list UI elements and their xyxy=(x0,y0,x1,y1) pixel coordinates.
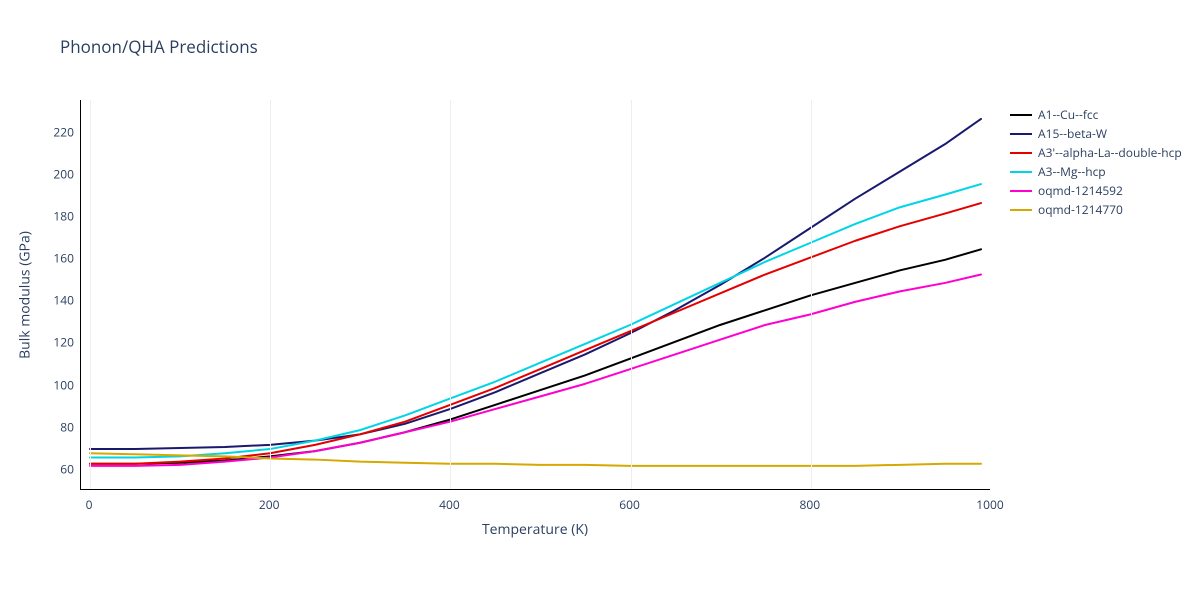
legend-label: oqmd-1214592 xyxy=(1038,182,1123,199)
lines-layer xyxy=(81,100,990,489)
series-line[interactable] xyxy=(90,119,981,449)
y-tick-label: 120 xyxy=(50,334,74,351)
legend-label: A3--Mg--hcp xyxy=(1038,163,1106,180)
gridline-vertical xyxy=(90,100,91,489)
x-axis-label: Temperature (K) xyxy=(482,520,588,539)
legend-swatch xyxy=(1010,171,1032,173)
legend-item[interactable]: oqmd-1214592 xyxy=(1010,181,1182,200)
y-tick-label: 80 xyxy=(50,418,74,435)
series-line[interactable] xyxy=(90,249,981,463)
y-tick-label: 200 xyxy=(50,165,74,182)
y-tick-label: 60 xyxy=(50,460,74,477)
gridline-vertical xyxy=(811,100,812,489)
legend-item[interactable]: A1--Cu--fcc xyxy=(1010,105,1182,124)
y-tick-label: 160 xyxy=(50,250,74,267)
chart-title: Phonon/QHA Predictions xyxy=(60,35,258,58)
x-tick-label: 600 xyxy=(619,496,640,513)
legend-swatch xyxy=(1010,152,1032,154)
series-line[interactable] xyxy=(90,203,981,464)
x-tick-label: 200 xyxy=(259,496,280,513)
legend-swatch xyxy=(1010,133,1032,135)
y-tick-label: 180 xyxy=(50,207,74,224)
legend: A1--Cu--fcc A15--beta-W A3'--alpha-La--dou… xyxy=(1010,105,1182,219)
gridline-vertical xyxy=(631,100,632,489)
y-axis-label: Bulk modulus (GPa) xyxy=(16,231,35,359)
gridline-vertical xyxy=(450,100,451,489)
x-tick-label: 1000 xyxy=(976,496,1003,513)
legend-item[interactable]: A15--beta-W xyxy=(1010,124,1182,143)
legend-item[interactable]: A3--Mg--hcp xyxy=(1010,162,1182,181)
legend-label: A15--beta-W xyxy=(1038,125,1107,142)
y-tick-label: 220 xyxy=(50,123,74,140)
x-tick-label: 0 xyxy=(86,496,93,513)
legend-swatch xyxy=(1010,114,1032,116)
gridline-vertical xyxy=(270,100,271,489)
legend-swatch xyxy=(1010,209,1032,211)
plot-area[interactable] xyxy=(80,100,990,490)
x-tick-label: 800 xyxy=(800,496,821,513)
legend-label: A1--Cu--fcc xyxy=(1038,106,1098,123)
legend-label: oqmd-1214770 xyxy=(1038,201,1123,218)
series-line[interactable] xyxy=(90,184,981,457)
legend-label: A3'--alpha-La--double-hcp xyxy=(1038,144,1182,161)
legend-item[interactable]: A3'--alpha-La--double-hcp xyxy=(1010,143,1182,162)
y-tick-label: 140 xyxy=(50,292,74,309)
chart-container: Phonon/QHA Predictions A1--Cu--fcc A15--b… xyxy=(0,0,1200,600)
legend-swatch xyxy=(1010,190,1032,192)
y-tick-label: 100 xyxy=(50,376,74,393)
legend-item[interactable]: oqmd-1214770 xyxy=(1010,200,1182,219)
x-tick-label: 400 xyxy=(439,496,460,513)
